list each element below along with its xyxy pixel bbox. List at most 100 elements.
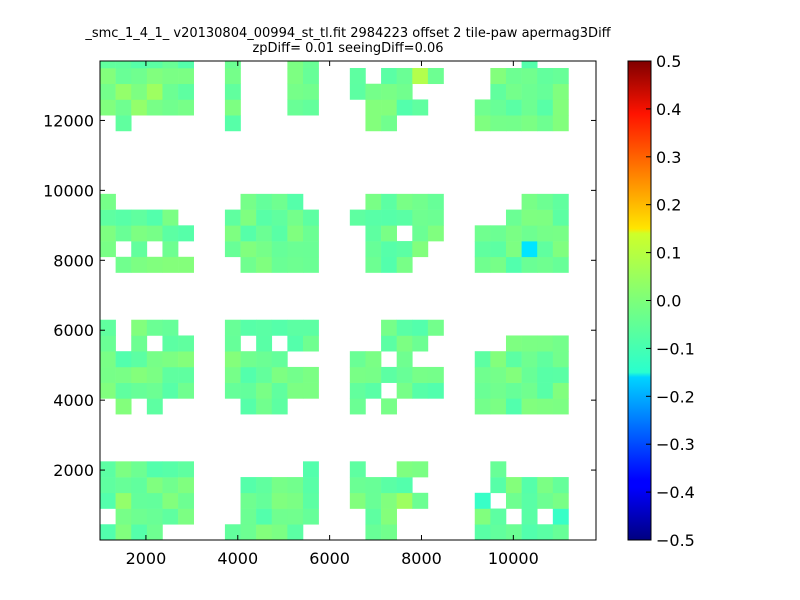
heatmap-cell <box>552 382 569 399</box>
heatmap-cell <box>302 209 319 226</box>
heatmap-cell <box>287 193 304 210</box>
heatmap-cell <box>302 225 319 242</box>
heatmap-cell <box>537 398 554 415</box>
heatmap-cell <box>505 67 522 85</box>
heatmap-cell <box>178 256 194 273</box>
heatmap-cell <box>505 115 522 132</box>
heatmap-cell <box>521 524 538 541</box>
heatmap-cell <box>240 366 257 383</box>
heatmap-cell <box>552 67 569 85</box>
heatmap-cell <box>349 477 366 494</box>
heatmap-cell <box>412 382 429 399</box>
heatmap-cell <box>537 524 554 541</box>
heatmap-cell <box>521 83 538 100</box>
heatmap-cell <box>100 99 116 116</box>
heatmap-cell <box>365 241 382 258</box>
heatmap-cell <box>396 351 413 368</box>
heatmap-cell <box>100 225 116 242</box>
heatmap-cell <box>365 225 382 242</box>
heatmap-cell <box>505 83 522 100</box>
heatmap-cell <box>474 382 491 399</box>
heatmap-cell <box>505 477 522 494</box>
heatmap-cell <box>365 256 382 273</box>
heatmap-cell <box>537 99 554 116</box>
heatmap-cell <box>365 492 382 509</box>
colorbar-tick-label: 0.2 <box>656 196 681 215</box>
heatmap-cell <box>131 209 148 226</box>
colorbar-tick-label: −0.3 <box>656 435 695 454</box>
heatmap-cell <box>381 115 397 132</box>
heatmap-cell <box>100 83 116 100</box>
heatmap-cell <box>100 366 116 383</box>
heatmap-cell <box>224 225 241 242</box>
heatmap-cell <box>100 477 116 494</box>
heatmap-cell <box>381 335 397 352</box>
heatmap-cell <box>552 115 569 132</box>
heatmap-cell <box>490 115 507 132</box>
heatmap-cell <box>365 99 382 116</box>
heatmap-cell <box>490 398 507 415</box>
heatmap-cell <box>396 99 413 116</box>
y-tick-label: 4000 <box>53 391 94 410</box>
heatmap-cell <box>131 366 148 383</box>
heatmap-cell <box>474 508 491 525</box>
heatmap-cell <box>474 492 491 509</box>
colorbar-tick-label: 0.4 <box>656 100 681 119</box>
heatmap-cell <box>381 477 397 494</box>
heatmap-cell <box>146 99 163 116</box>
heatmap-cell <box>240 241 257 258</box>
heatmap-cell <box>146 67 163 85</box>
heatmap-cell <box>365 508 382 525</box>
heatmap-cell <box>552 492 569 509</box>
heatmap-cell <box>302 83 319 100</box>
heatmap-cell <box>162 241 179 258</box>
heatmap-cell <box>302 335 319 352</box>
heatmap-cell <box>490 241 507 258</box>
heatmap-cell <box>146 209 163 226</box>
colorbar-tick-label: −0.4 <box>656 483 695 502</box>
heatmap-cell <box>115 351 132 368</box>
heatmap-cell <box>287 319 304 336</box>
heatmap-cell <box>552 256 569 273</box>
heatmap-cell <box>100 524 116 541</box>
heatmap-cell <box>396 67 413 85</box>
heatmap-cell <box>552 366 569 383</box>
heatmap-cell <box>552 524 569 541</box>
heatmap-cell <box>490 382 507 399</box>
heatmap-cell <box>302 492 319 509</box>
y-tick-label: 6000 <box>53 321 94 340</box>
heatmap-cell <box>552 99 569 116</box>
heatmap-cell <box>396 492 413 509</box>
heatmap-cell <box>381 524 397 541</box>
heatmap-cell <box>412 335 429 352</box>
heatmap-cell <box>412 67 429 85</box>
heatmap-cell <box>256 382 273 399</box>
heatmap-cell <box>131 461 148 478</box>
heatmap-cell <box>427 67 444 85</box>
heatmap-cell <box>115 256 132 273</box>
x-tick-label: 6000 <box>309 549 350 568</box>
heatmap-cell <box>505 335 522 352</box>
heatmap-cell <box>178 492 194 509</box>
heatmap-cell <box>115 366 132 383</box>
heatmap-cell <box>521 256 538 273</box>
heatmap-cell <box>115 67 132 85</box>
heatmap-cell <box>365 524 382 541</box>
colorbar-tick-label: −0.1 <box>656 339 695 358</box>
heatmap-cell <box>240 398 257 415</box>
heatmap-cell <box>115 524 132 541</box>
heatmap-cell <box>537 115 554 132</box>
heatmap-cell <box>552 351 569 368</box>
y-axis: 2000 4000 6000 8000 10000 12000 <box>43 111 596 480</box>
y-tick-label: 12000 <box>43 111 94 130</box>
heatmap-cell <box>115 61 132 69</box>
colorbar-ticks: 0.5 0.4 0.3 0.2 0.1 0.0 −0.1 −0.2 −0.3 −0.4 −0.5 <box>646 52 695 550</box>
heatmap-cell <box>505 99 522 116</box>
heatmap-cell <box>287 67 304 85</box>
heatmap-cell <box>396 241 413 258</box>
heatmap-cell <box>537 366 554 383</box>
heatmap-cell <box>287 83 304 100</box>
heatmap-cell <box>224 61 241 69</box>
heatmap-cell <box>349 398 366 415</box>
